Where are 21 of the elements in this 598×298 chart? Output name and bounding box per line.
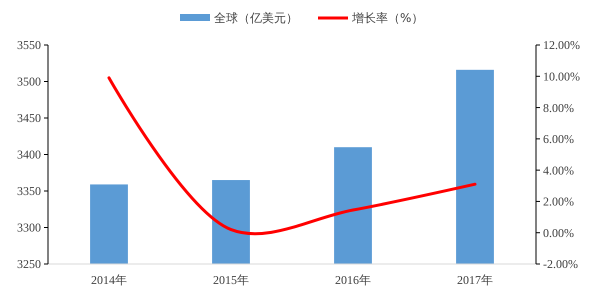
y2-tick-label: 4.00%: [543, 163, 574, 178]
y2-tick-label: 6.00%: [543, 132, 574, 146]
y-tick-label: 3500: [17, 74, 41, 89]
legend-label: 增长率（%）: [351, 11, 424, 26]
legend-label: 全球（亿美元）: [214, 11, 298, 26]
y-tick-label: 3400: [17, 148, 41, 162]
y-tick-label: 3450: [17, 111, 41, 126]
y2-tick-label: 8.00%: [543, 100, 574, 115]
x-tick-label: 2017年: [457, 273, 493, 287]
y2-tick-label: -2.00%: [543, 257, 578, 272]
y2-tick-label: 10.00%: [543, 69, 580, 84]
x-tick-label: 2014年: [91, 273, 127, 287]
y-tick-label: 3250: [17, 257, 41, 272]
x-tick-label: 2015年: [213, 273, 249, 287]
y2-tick-label: 12.00%: [543, 38, 580, 52]
x-tick-label: 2016年: [335, 273, 371, 287]
y2-tick-label: 0.00%: [543, 226, 574, 240]
y-tick-label: 3550: [17, 38, 41, 52]
y-tick-label: 3300: [17, 220, 41, 235]
y-tick-label: 3350: [17, 184, 41, 198]
y2-tick-label: 2.00%: [543, 194, 574, 209]
